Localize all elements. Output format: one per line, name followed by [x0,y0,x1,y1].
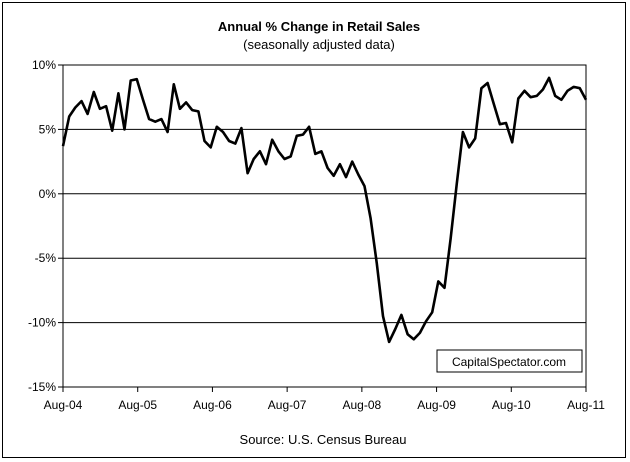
chart-subtitle: (seasonally adjusted data) [243,37,395,52]
gridlines [63,128,586,324]
x-tick-label-7: Aug-11 [567,398,605,412]
x-tick-label-3: Aug-07 [268,398,307,412]
watermark-label: CapitalSpectator.com [452,355,566,369]
y-tick-label-2: 0% [39,187,57,201]
plot-area [62,64,587,388]
x-axis-ticks: Aug-04 Aug-05 Aug-06 Aug-07 Aug-08 Aug-09 Aug-… [44,387,605,412]
y-tick-label-1: 5% [39,122,57,136]
x-tick-label-4: Aug-08 [343,398,382,412]
y-tick-label-4: -10% [28,316,56,330]
x-tick-label-0: Aug-04 [44,398,83,412]
x-tick-label-5: Aug-09 [417,398,456,412]
series-layer [61,76,588,344]
x-tick-label-2: Aug-06 [193,398,232,412]
watermark-box: CapitalSpectator.com [436,349,583,373]
x-tick-label-1: Aug-05 [118,398,157,412]
y-tick-label-5: -15% [28,380,56,394]
y-axis-ticks: 10% 5% 0% -5% -10% -15% [28,58,63,394]
chart-frame [2,2,626,458]
series-line-0 [61,76,588,344]
y-tick-label-3: -5% [35,251,57,265]
y-tick-label-0: 10% [32,58,56,72]
x-tick-label-6: Aug-10 [492,398,531,412]
source-note: Source: U.S. Census Bureau [240,432,407,447]
chart-title: Annual % Change in Retail Sales [218,19,420,34]
